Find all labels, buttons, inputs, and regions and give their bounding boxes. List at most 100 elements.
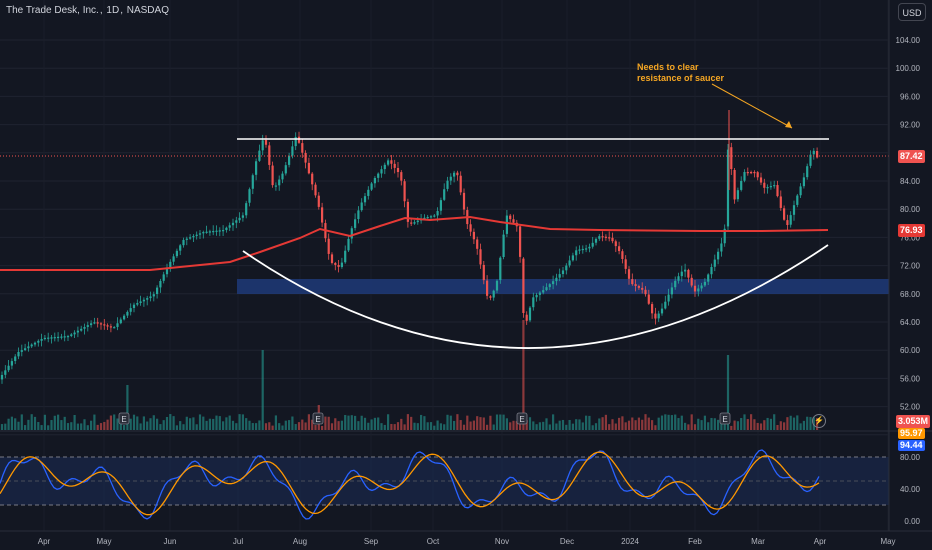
time-tick: Sep — [364, 537, 379, 546]
volume-bar — [796, 415, 799, 430]
volume-bar — [627, 420, 631, 430]
volume-bar — [218, 416, 221, 430]
oscillator-axis[interactable]: 80.00 40.00 0.00 — [900, 453, 921, 526]
volume-bar — [677, 418, 680, 430]
candle-body — [172, 256, 175, 262]
earnings-marker[interactable] — [312, 412, 324, 425]
volume-bar — [664, 414, 667, 430]
candle-body — [357, 210, 360, 220]
volume-bar — [621, 416, 624, 430]
candle-body — [651, 304, 654, 314]
candle-body — [10, 361, 13, 366]
volume-bar — [264, 423, 268, 430]
candle-body — [608, 237, 611, 239]
volume-bar — [228, 415, 231, 430]
price-axis[interactable]: 104.00100.0096.0092.0088.0084.0080.0076.… — [896, 36, 921, 440]
candle-body — [294, 136, 297, 147]
candle-body — [700, 285, 703, 289]
annotation-line-1: Needs to clear — [637, 62, 699, 72]
candle-body — [189, 237, 192, 239]
earnings-marker[interactable] — [516, 412, 528, 425]
candle-body — [697, 288, 700, 292]
volume-bar — [479, 417, 482, 430]
volume-bar — [261, 350, 264, 430]
candle-body — [350, 228, 353, 239]
volume-bar — [73, 414, 76, 430]
volume-bar — [175, 425, 178, 430]
volume-bar — [459, 420, 462, 430]
volume-bar — [446, 414, 449, 430]
annotation-arrowhead — [785, 121, 792, 128]
volume-bar — [40, 425, 43, 430]
candle-body — [611, 237, 614, 242]
candle-body — [525, 314, 528, 321]
time-axis[interactable]: Apr May Jun Jul Aug Sep Oct Nov Dec 2024 Feb Mar Apr… — [38, 537, 896, 546]
volume-bar — [568, 420, 571, 430]
symbol-header[interactable]: The Trade Desk, Inc., 1D, NASDAQ — [6, 5, 169, 16]
volume-bar — [202, 416, 205, 430]
candle-body — [495, 280, 499, 291]
candle-body — [812, 150, 815, 155]
candle-body — [103, 324, 106, 326]
candle-body — [169, 261, 172, 268]
volume-bar — [268, 422, 271, 430]
candle-body — [373, 178, 376, 184]
volume-bar — [340, 420, 343, 430]
candle-body — [723, 228, 726, 244]
volume-bar — [670, 415, 673, 430]
volume-bar — [357, 421, 360, 430]
volume-bar — [195, 424, 198, 430]
volume-bar — [608, 424, 611, 430]
candle-body — [565, 265, 568, 271]
earnings-marker[interactable] — [719, 412, 731, 425]
candle-body — [436, 211, 439, 216]
volume-bar — [152, 415, 155, 430]
volume-bar — [406, 414, 409, 430]
volume-bar — [231, 420, 235, 430]
candle-body — [548, 284, 551, 288]
candle-body — [631, 279, 634, 285]
exchange-label: NASDAQ — [126, 5, 169, 16]
candle-body — [502, 234, 505, 257]
candle-body — [736, 190, 739, 200]
volume-bar — [515, 421, 518, 430]
volume-bar — [730, 425, 733, 430]
candle-body — [677, 276, 680, 281]
volume-bar — [641, 419, 644, 430]
candle-body — [730, 147, 733, 169]
candle-body — [4, 370, 7, 375]
candle-body — [664, 301, 667, 309]
candle-body — [410, 222, 413, 224]
candle-body — [202, 232, 205, 234]
volume-bar — [634, 420, 637, 430]
volume-bar — [238, 414, 241, 430]
volume-bar — [14, 418, 17, 430]
price-tick: 56.00 — [900, 374, 921, 383]
price-tick: 52.00 — [900, 403, 921, 412]
volume-bar — [680, 415, 683, 430]
candle-body — [390, 160, 393, 164]
volume-bar — [37, 422, 40, 430]
candle-body — [80, 328, 83, 331]
candle-body — [618, 246, 621, 252]
candle-body — [314, 184, 317, 196]
volume-bar — [139, 423, 142, 430]
candle-body — [377, 173, 380, 178]
volume-bar — [225, 417, 228, 430]
candle-body — [568, 260, 571, 266]
volume-bar — [278, 423, 281, 430]
candle-body — [192, 236, 195, 238]
candle-body — [492, 290, 495, 298]
candle-body — [370, 183, 373, 190]
price-tick: 104.00 — [896, 36, 921, 45]
candle-body — [753, 172, 756, 174]
currency-button[interactable]: USD — [898, 3, 926, 21]
lightning-icon[interactable]: ⚡ — [812, 414, 826, 428]
candle-body — [109, 326, 112, 328]
volume-bar — [502, 414, 505, 430]
candle-body — [321, 207, 324, 223]
volume-bar — [156, 418, 159, 430]
volume-bar — [545, 418, 548, 430]
earnings-marker[interactable] — [118, 412, 130, 425]
